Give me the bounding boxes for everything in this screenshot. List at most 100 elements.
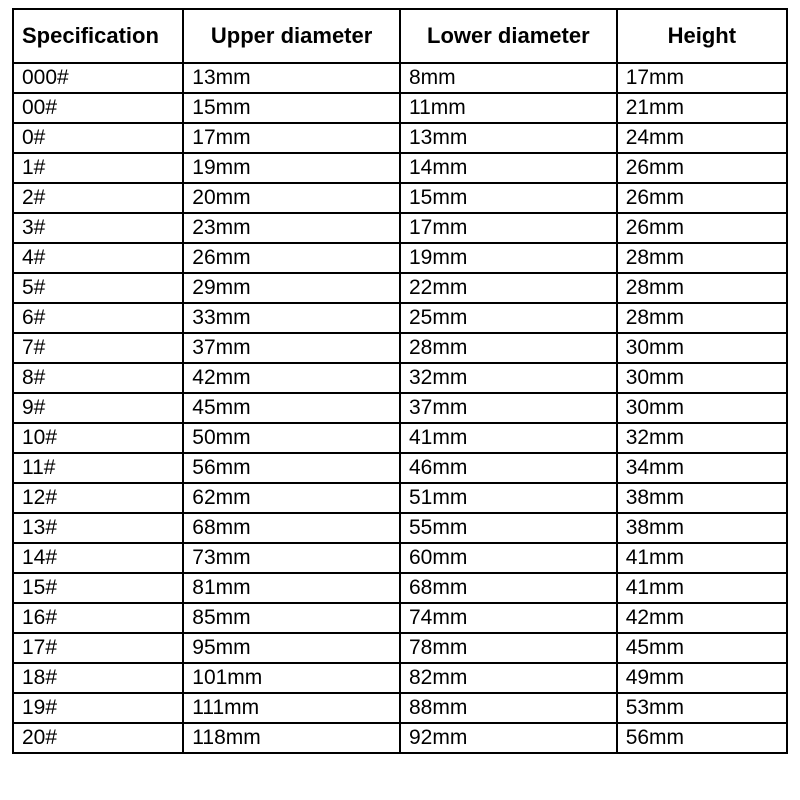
table-row: 12#62mm51mm38mm: [13, 483, 787, 513]
cell-lower: 28mm: [400, 333, 617, 363]
table-row: 2#20mm15mm26mm: [13, 183, 787, 213]
table-row: 15#81mm68mm41mm: [13, 573, 787, 603]
table-header-row: Specification Upper diameter Lower diame…: [13, 9, 787, 63]
cell-spec: 8#: [13, 363, 183, 393]
cell-height: 53mm: [617, 693, 787, 723]
table-body: 000#13mm8mm17mm00#15mm11mm21mm0#17mm13mm…: [13, 63, 787, 753]
cell-spec: 12#: [13, 483, 183, 513]
table-row: 1#19mm14mm26mm: [13, 153, 787, 183]
cell-lower: 82mm: [400, 663, 617, 693]
cell-upper: 13mm: [183, 63, 400, 93]
cell-height: 17mm: [617, 63, 787, 93]
cell-spec: 000#: [13, 63, 183, 93]
cell-spec: 13#: [13, 513, 183, 543]
table-row: 8#42mm32mm30mm: [13, 363, 787, 393]
table-row: 00#15mm11mm21mm: [13, 93, 787, 123]
cell-upper: 68mm: [183, 513, 400, 543]
cell-height: 42mm: [617, 603, 787, 633]
table-row: 9#45mm37mm30mm: [13, 393, 787, 423]
cell-lower: 74mm: [400, 603, 617, 633]
cell-upper: 42mm: [183, 363, 400, 393]
cell-height: 21mm: [617, 93, 787, 123]
cell-upper: 26mm: [183, 243, 400, 273]
cell-height: 30mm: [617, 363, 787, 393]
col-header-lower-diameter: Lower diameter: [400, 9, 617, 63]
page-root: Specification Upper diameter Lower diame…: [0, 0, 800, 800]
cell-spec: 16#: [13, 603, 183, 633]
cell-upper: 56mm: [183, 453, 400, 483]
cell-lower: 14mm: [400, 153, 617, 183]
cell-height: 28mm: [617, 273, 787, 303]
cell-height: 28mm: [617, 243, 787, 273]
cell-upper: 29mm: [183, 273, 400, 303]
cell-lower: 68mm: [400, 573, 617, 603]
table-row: 0#17mm13mm24mm: [13, 123, 787, 153]
cell-upper: 73mm: [183, 543, 400, 573]
cell-spec: 6#: [13, 303, 183, 333]
cell-lower: 51mm: [400, 483, 617, 513]
cell-lower: 78mm: [400, 633, 617, 663]
cell-height: 30mm: [617, 333, 787, 363]
table-row: 000#13mm8mm17mm: [13, 63, 787, 93]
cell-spec: 20#: [13, 723, 183, 753]
cell-upper: 81mm: [183, 573, 400, 603]
cell-upper: 50mm: [183, 423, 400, 453]
cell-lower: 41mm: [400, 423, 617, 453]
cell-upper: 17mm: [183, 123, 400, 153]
cell-upper: 111mm: [183, 693, 400, 723]
cell-lower: 13mm: [400, 123, 617, 153]
cell-lower: 17mm: [400, 213, 617, 243]
cell-upper: 20mm: [183, 183, 400, 213]
cell-upper: 37mm: [183, 333, 400, 363]
cell-spec: 15#: [13, 573, 183, 603]
cell-upper: 95mm: [183, 633, 400, 663]
cell-lower: 15mm: [400, 183, 617, 213]
col-header-upper-diameter: Upper diameter: [183, 9, 400, 63]
cell-spec: 1#: [13, 153, 183, 183]
cell-height: 26mm: [617, 213, 787, 243]
col-header-height: Height: [617, 9, 787, 63]
cell-lower: 37mm: [400, 393, 617, 423]
cell-height: 45mm: [617, 633, 787, 663]
table-row: 4#26mm19mm28mm: [13, 243, 787, 273]
cell-height: 28mm: [617, 303, 787, 333]
table-row: 14#73mm60mm41mm: [13, 543, 787, 573]
specification-table: Specification Upper diameter Lower diame…: [12, 8, 788, 754]
cell-spec: 4#: [13, 243, 183, 273]
cell-height: 49mm: [617, 663, 787, 693]
table-row: 6#33mm25mm28mm: [13, 303, 787, 333]
cell-upper: 23mm: [183, 213, 400, 243]
cell-lower: 92mm: [400, 723, 617, 753]
table-row: 13#68mm55mm38mm: [13, 513, 787, 543]
cell-spec: 5#: [13, 273, 183, 303]
cell-height: 41mm: [617, 573, 787, 603]
cell-spec: 14#: [13, 543, 183, 573]
cell-lower: 25mm: [400, 303, 617, 333]
cell-height: 56mm: [617, 723, 787, 753]
cell-height: 26mm: [617, 153, 787, 183]
cell-lower: 55mm: [400, 513, 617, 543]
table-row: 5#29mm22mm28mm: [13, 273, 787, 303]
cell-spec: 2#: [13, 183, 183, 213]
cell-height: 26mm: [617, 183, 787, 213]
cell-spec: 18#: [13, 663, 183, 693]
cell-lower: 22mm: [400, 273, 617, 303]
table-row: 19#111mm88mm53mm: [13, 693, 787, 723]
table-header: Specification Upper diameter Lower diame…: [13, 9, 787, 63]
cell-upper: 118mm: [183, 723, 400, 753]
cell-lower: 11mm: [400, 93, 617, 123]
cell-height: 38mm: [617, 483, 787, 513]
cell-height: 38mm: [617, 513, 787, 543]
cell-upper: 15mm: [183, 93, 400, 123]
cell-spec: 17#: [13, 633, 183, 663]
cell-height: 32mm: [617, 423, 787, 453]
cell-lower: 46mm: [400, 453, 617, 483]
table-row: 10#50mm41mm32mm: [13, 423, 787, 453]
table-row: 17#95mm78mm45mm: [13, 633, 787, 663]
cell-spec: 3#: [13, 213, 183, 243]
cell-upper: 101mm: [183, 663, 400, 693]
cell-lower: 88mm: [400, 693, 617, 723]
cell-lower: 32mm: [400, 363, 617, 393]
cell-lower: 19mm: [400, 243, 617, 273]
cell-spec: 7#: [13, 333, 183, 363]
